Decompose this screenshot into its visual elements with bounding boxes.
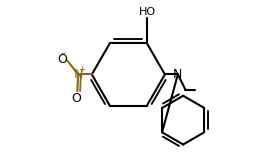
Text: N: N — [73, 68, 83, 81]
Text: N: N — [173, 68, 183, 81]
Text: HO: HO — [139, 7, 156, 17]
Text: +: + — [78, 65, 85, 74]
Text: O: O — [57, 53, 67, 66]
Text: ⁻: ⁻ — [60, 51, 65, 61]
Text: O: O — [72, 92, 82, 105]
